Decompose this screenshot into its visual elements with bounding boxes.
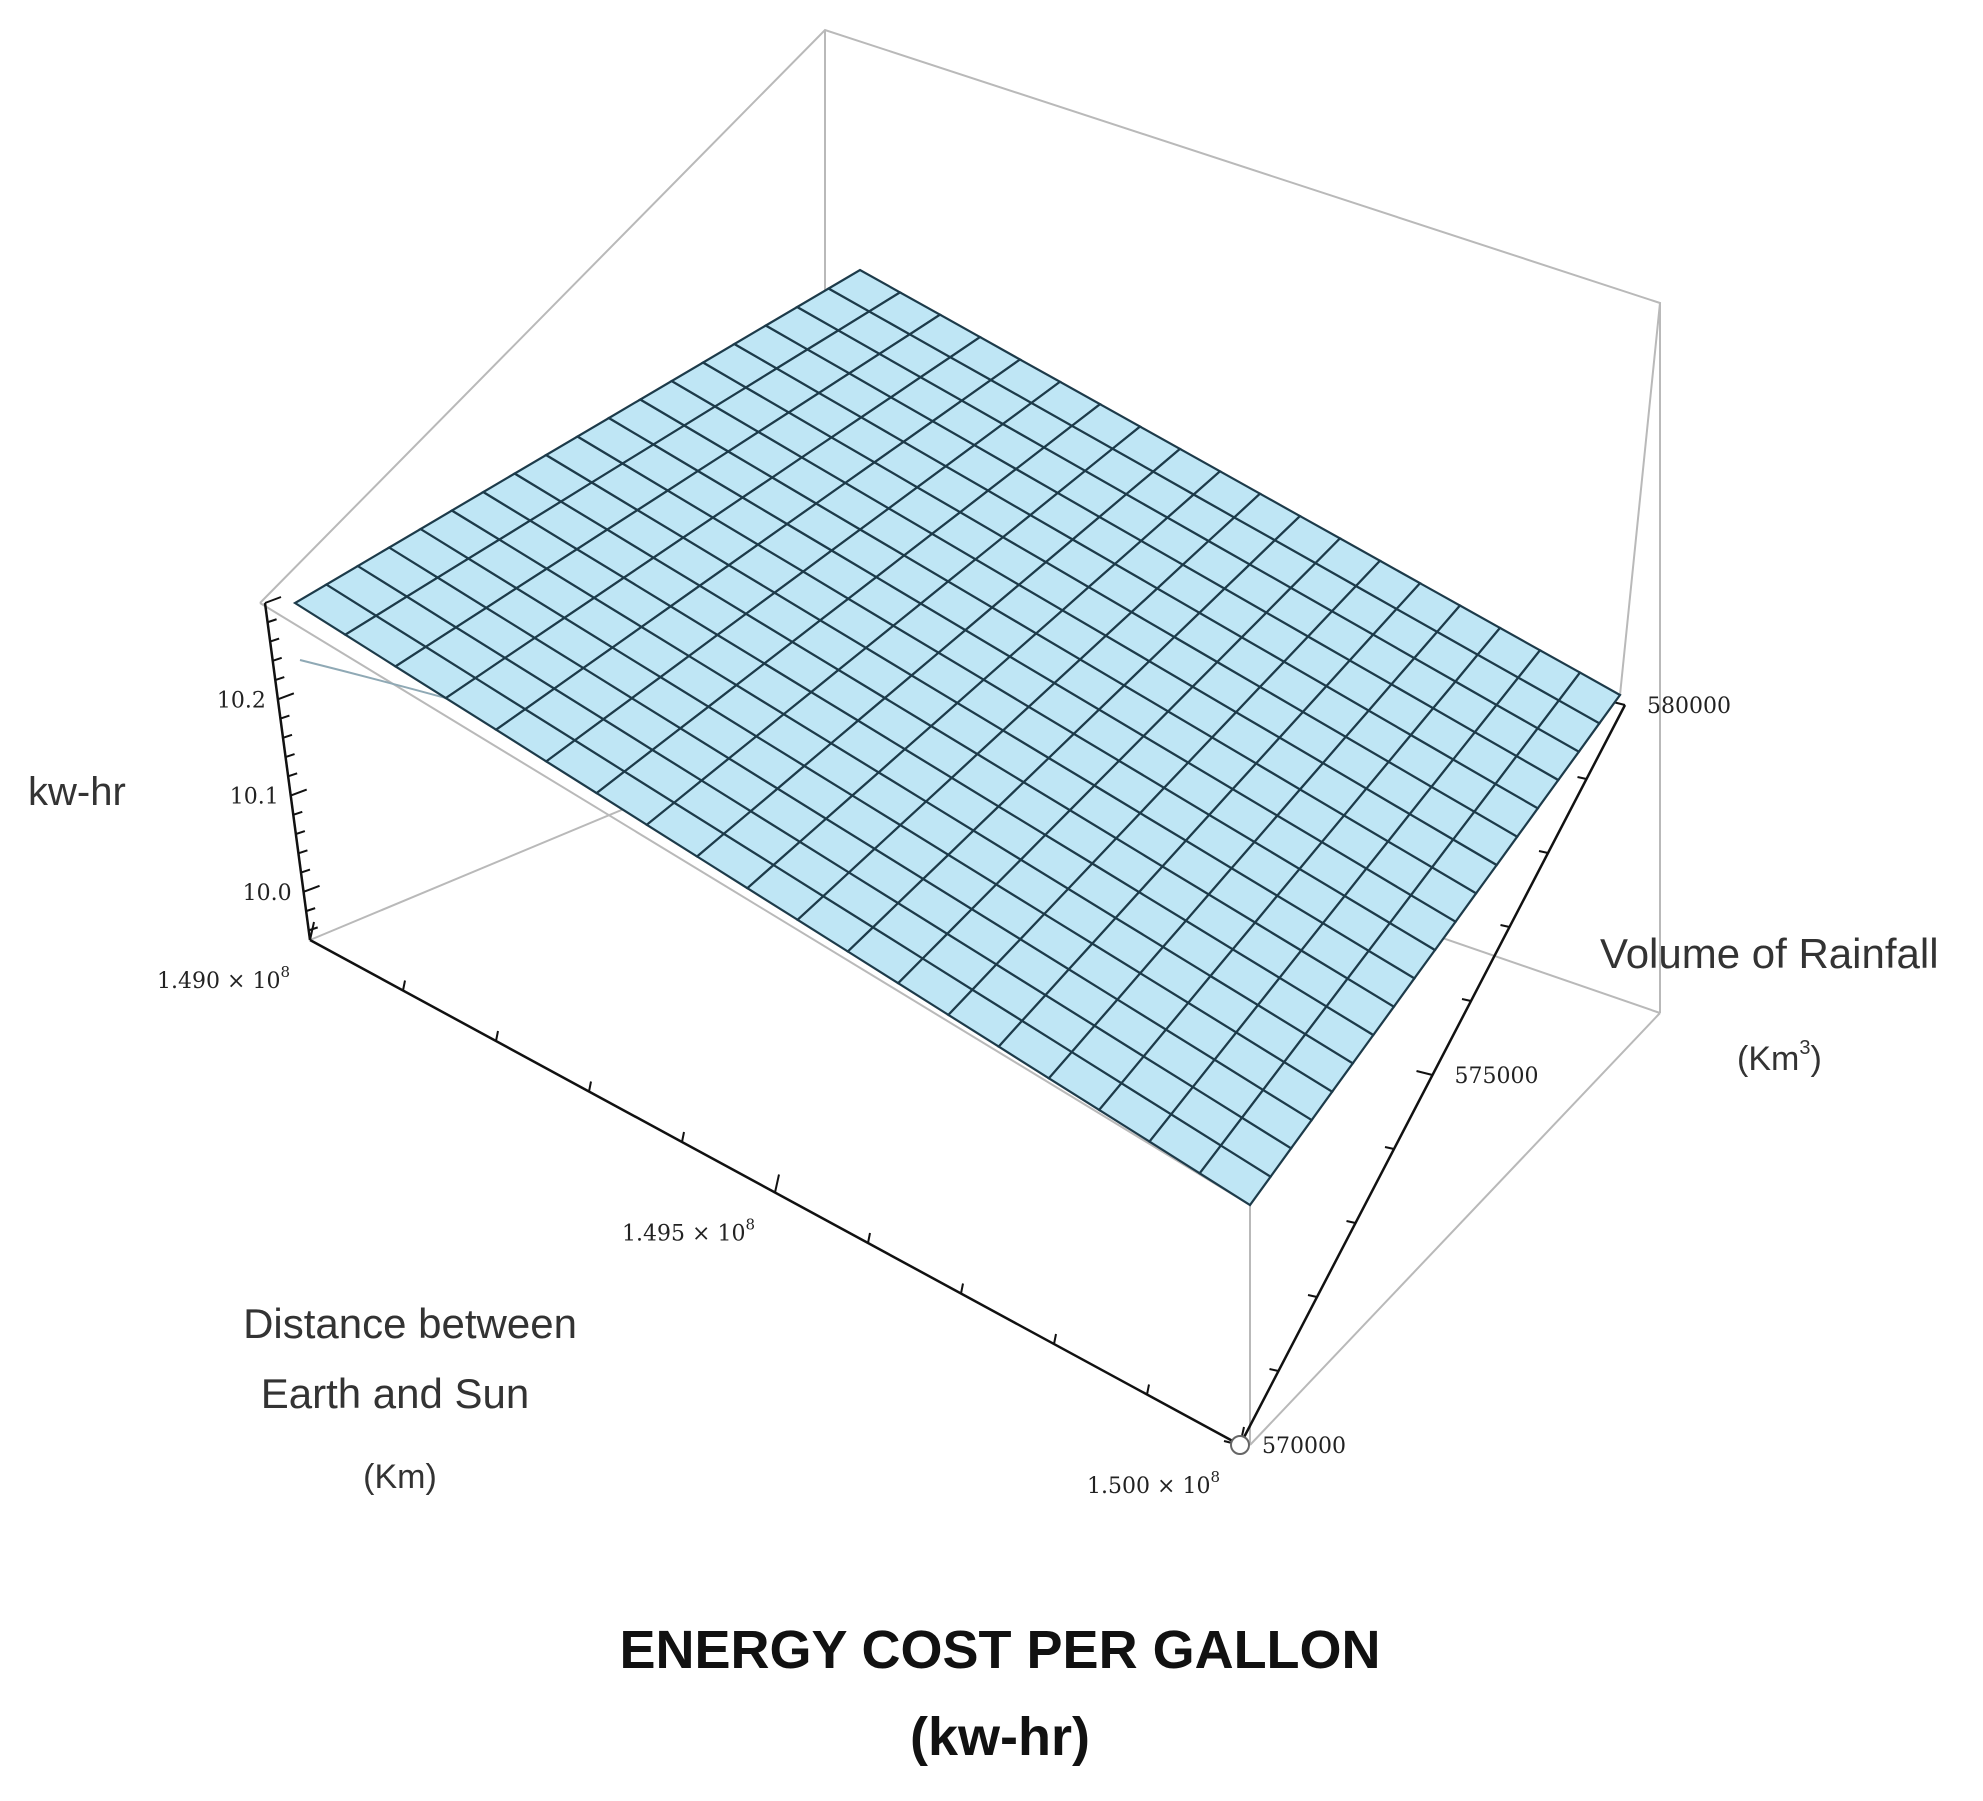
x-tick (402, 980, 406, 991)
z-tick (292, 810, 303, 816)
z-tick-label: 10.0 (243, 881, 292, 906)
x-tick-exponent: 8 (745, 1216, 755, 1234)
axis-ticks (264, 596, 1626, 1455)
corner-marker (1230, 1435, 1250, 1455)
z-tick (305, 907, 316, 913)
y-tick (1500, 924, 1510, 928)
x-tick-label: 1.495 × 108 (622, 1216, 755, 1247)
z-tick (280, 714, 290, 720)
surface-mesh (292, 268, 1622, 1207)
x-tick (495, 1030, 499, 1042)
z-tick (290, 788, 308, 797)
x-tick-exponent: 8 (280, 963, 290, 981)
chart-title: ENERGY COST PER GALLON (619, 1620, 1380, 1680)
z-axis-title: kw-hr (28, 770, 126, 814)
z-tick (300, 868, 311, 874)
y-tick (1538, 850, 1549, 854)
chart-subtitle: (kw-hr) (910, 1707, 1090, 1767)
y-unit-exponent: 3 (1799, 1037, 1810, 1059)
x-tick-label: 1.490 × 108 (157, 963, 290, 994)
y-tick-label: 575000 (1455, 1064, 1539, 1089)
x-tick (1146, 1384, 1150, 1395)
x-tick (309, 921, 315, 941)
z-axis-line (263, 602, 312, 941)
z-tick (295, 830, 306, 836)
y-tick-label: 580000 (1647, 694, 1731, 719)
y-tick (1384, 1146, 1395, 1150)
x-axis-title-line-3: (Km) (363, 1458, 437, 1496)
x-tick-mantissa: 1.490 × 10 (157, 969, 280, 994)
y-tick-label: 570000 (1262, 1434, 1346, 1459)
y-axis-title-line-2: (Km3) (1737, 1037, 1822, 1078)
x-tick (588, 1081, 592, 1092)
z-tick (269, 637, 280, 643)
x-axis-title: Distance between Earth and Sun (Km) (243, 1300, 577, 1496)
y-tick (1269, 1368, 1279, 1372)
x-axis-title-line-2: Earth and Sun (261, 1370, 530, 1417)
x-tick (867, 1232, 871, 1244)
y-tick (1461, 998, 1472, 1002)
y-tick (1307, 1294, 1318, 1298)
y-axis-title: Volume of Rainfall (Km3) (1600, 930, 1939, 1078)
z-tick-label: 10.1 (230, 785, 279, 810)
z-tick (274, 676, 285, 681)
x-axis-title-line-1: Distance between (243, 1300, 577, 1347)
x-tick (1053, 1333, 1057, 1345)
surface-cell (1557, 671, 1622, 725)
box-back-top (259, 28, 1662, 696)
z-tick (277, 692, 295, 701)
y-tick (1346, 1220, 1356, 1224)
x-tick (774, 1174, 780, 1193)
y-unit-close: ) (1810, 1040, 1821, 1078)
z-tick (303, 884, 320, 893)
z-tick (267, 618, 277, 624)
x-tick (960, 1283, 964, 1294)
x-tick-label: 1.500 × 108 (1087, 1468, 1220, 1499)
box-floor-right (1249, 1012, 1661, 1446)
z-tick (287, 772, 298, 778)
x-tick-exponent: 8 (1210, 1468, 1220, 1486)
y-tick (1577, 776, 1587, 780)
y-unit-base: (Km (1737, 1040, 1799, 1078)
x-tick-mantissa: 1.495 × 10 (622, 1222, 745, 1247)
z-tick (285, 753, 295, 759)
x-tick (681, 1131, 685, 1143)
box-front-top (259, 602, 1251, 1206)
z-tick (282, 733, 293, 739)
z-tick (272, 656, 283, 662)
y-axis-title-line-1: Volume of Rainfall (1600, 930, 1939, 977)
y-tick (1416, 1070, 1433, 1076)
z-tick (298, 849, 308, 855)
z-tick (264, 596, 282, 604)
x-tick-mantissa: 1.500 × 10 (1087, 1474, 1210, 1499)
z-tick-label: 10.2 (217, 688, 266, 713)
